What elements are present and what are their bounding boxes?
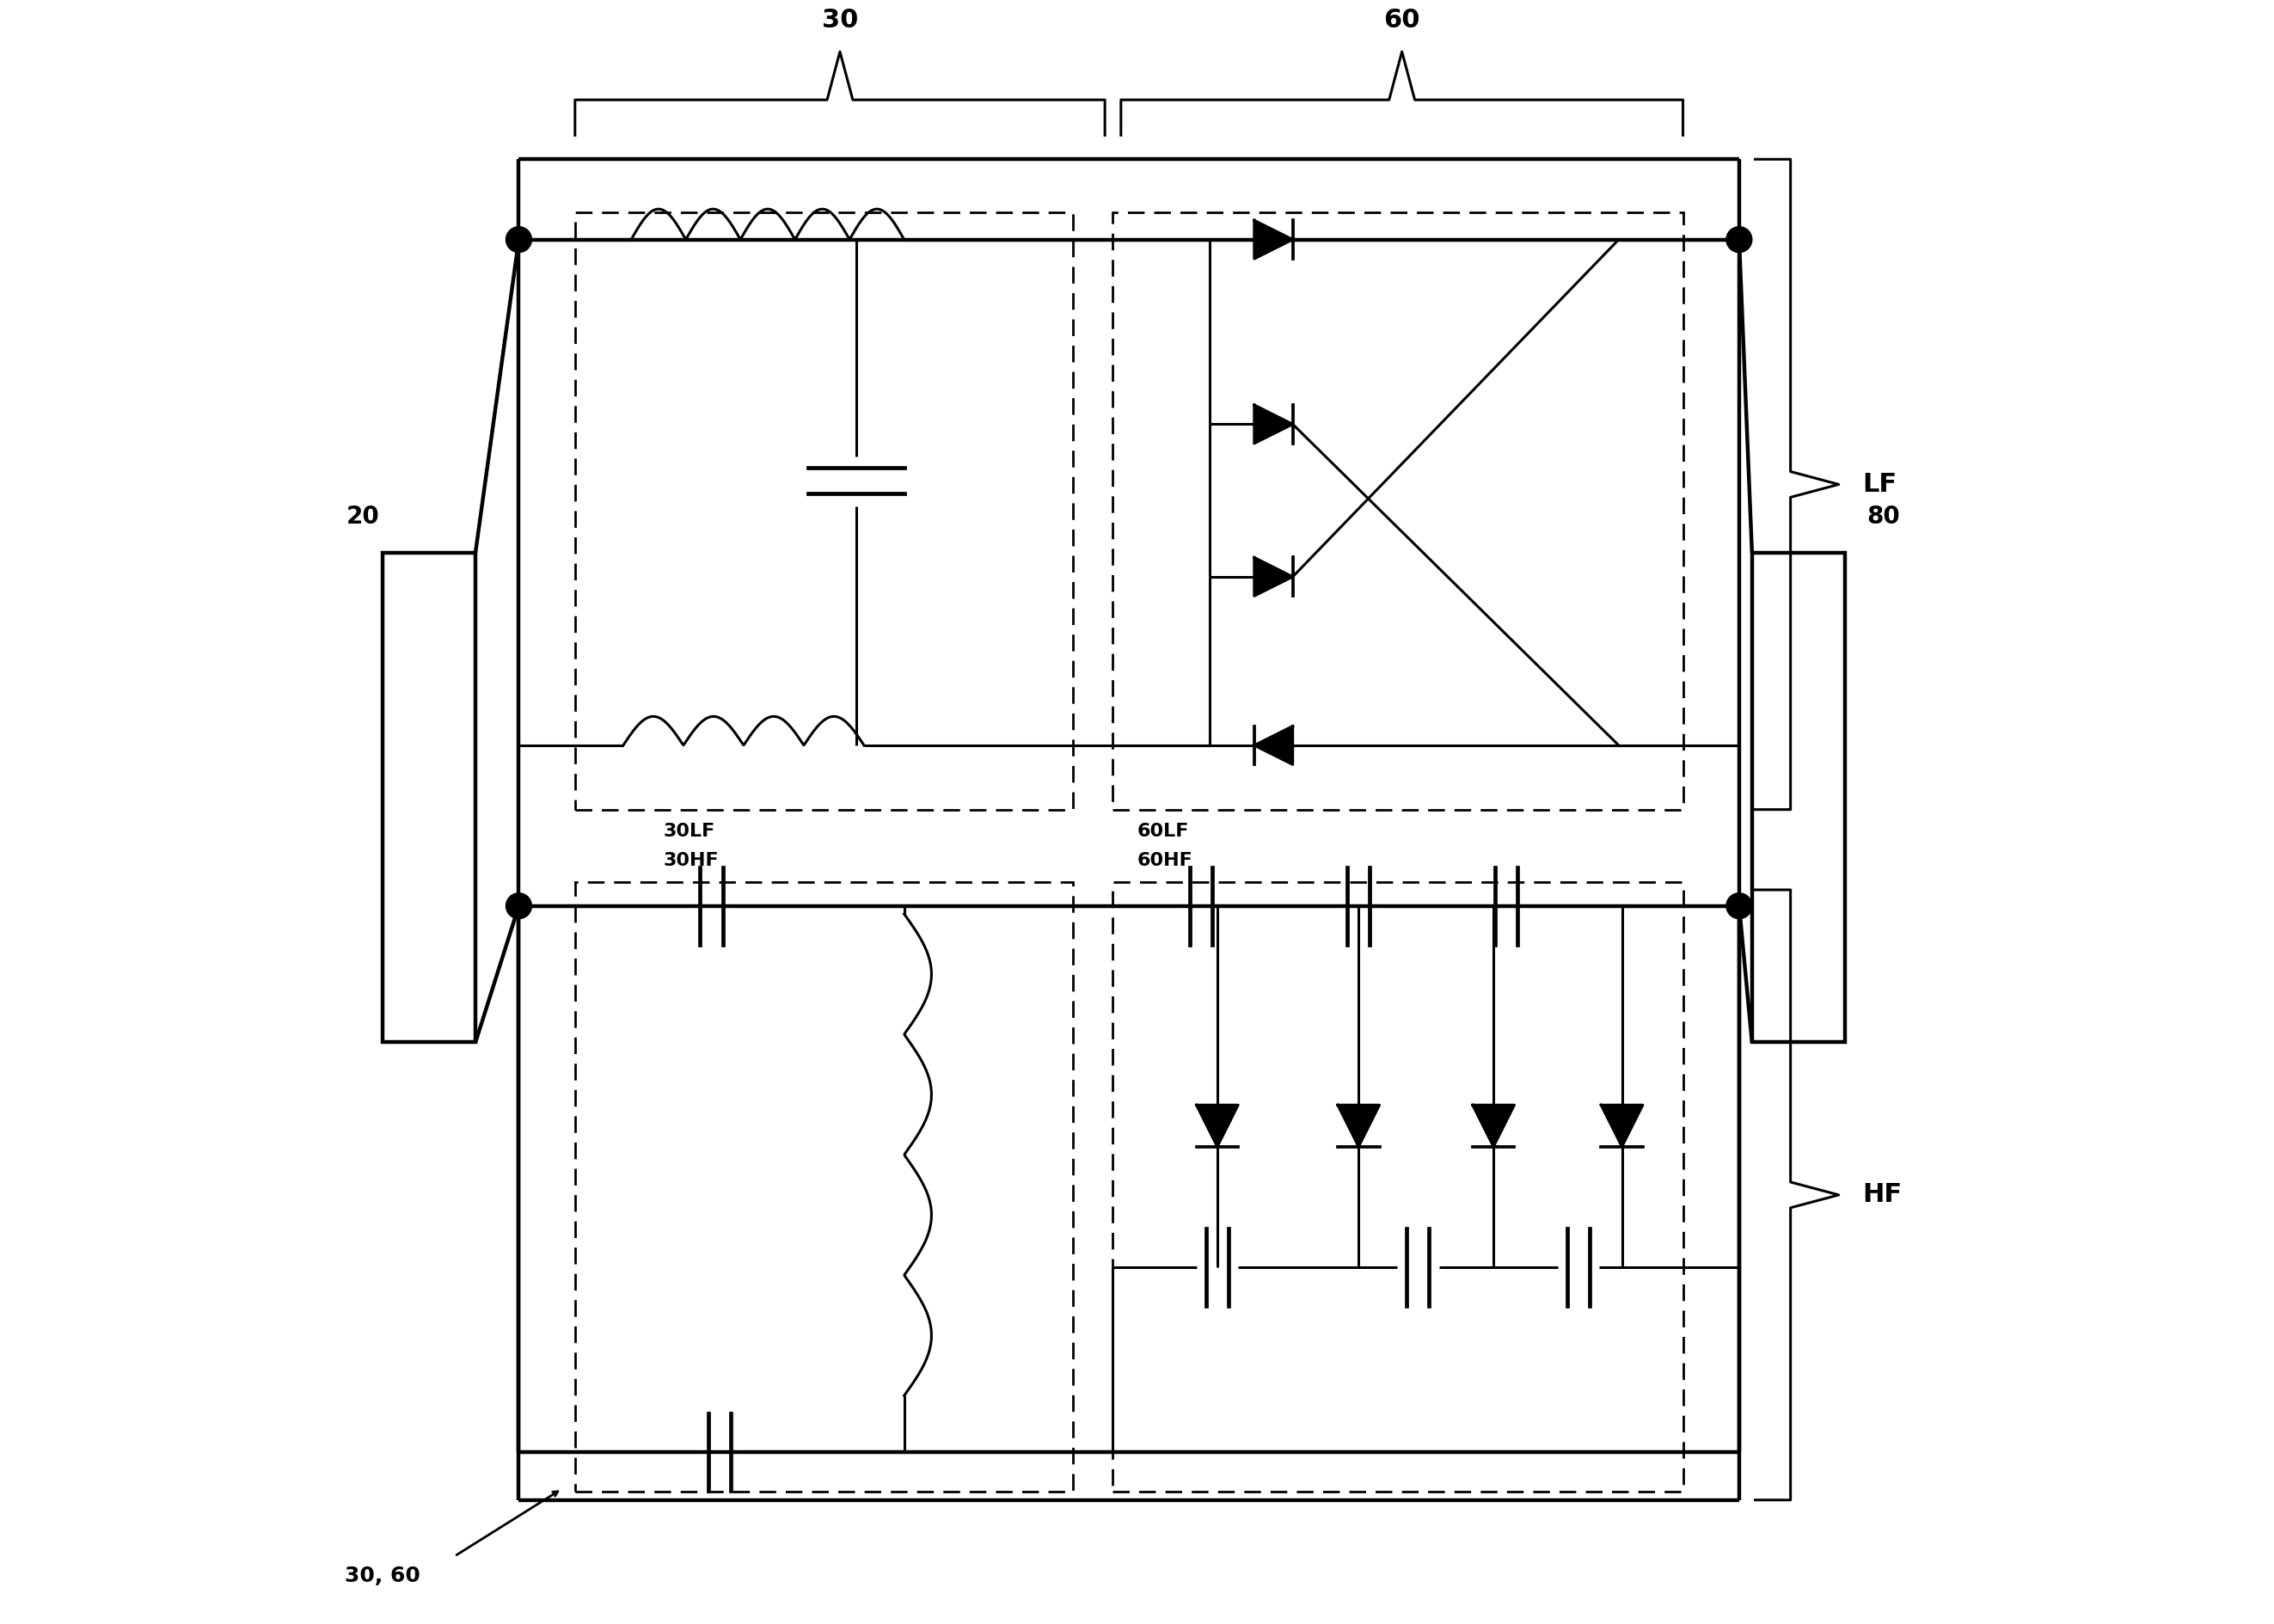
Text: 30, 60: 30, 60 bbox=[346, 1566, 421, 1585]
Circle shape bbox=[1726, 893, 1751, 919]
Text: HF: HF bbox=[1862, 1182, 1903, 1207]
Polygon shape bbox=[1255, 221, 1292, 258]
Bar bbox=[1112, 882, 1683, 1492]
Text: 80: 80 bbox=[1867, 505, 1901, 528]
Text: 60: 60 bbox=[1383, 8, 1421, 32]
Bar bbox=[1751, 552, 1844, 1043]
Bar bbox=[575, 882, 1073, 1492]
Text: LF: LF bbox=[1862, 473, 1897, 497]
Text: 30: 30 bbox=[821, 8, 857, 32]
Circle shape bbox=[505, 227, 532, 252]
Polygon shape bbox=[1196, 1104, 1237, 1147]
Text: 30HF: 30HF bbox=[664, 851, 719, 869]
Polygon shape bbox=[1474, 1104, 1514, 1147]
Bar bbox=[1112, 213, 1683, 809]
Text: 30LF: 30LF bbox=[664, 822, 714, 840]
Bar bbox=[575, 213, 1073, 809]
Bar bbox=[382, 552, 475, 1043]
Polygon shape bbox=[1337, 1104, 1380, 1147]
Polygon shape bbox=[1255, 557, 1292, 596]
Polygon shape bbox=[1255, 726, 1292, 765]
Text: 60LF: 60LF bbox=[1137, 822, 1189, 840]
Polygon shape bbox=[1255, 404, 1292, 443]
Polygon shape bbox=[1601, 1104, 1642, 1147]
Text: 60HF: 60HF bbox=[1137, 851, 1192, 869]
Circle shape bbox=[505, 893, 532, 919]
Circle shape bbox=[1726, 227, 1751, 252]
Text: 20: 20 bbox=[346, 505, 380, 528]
